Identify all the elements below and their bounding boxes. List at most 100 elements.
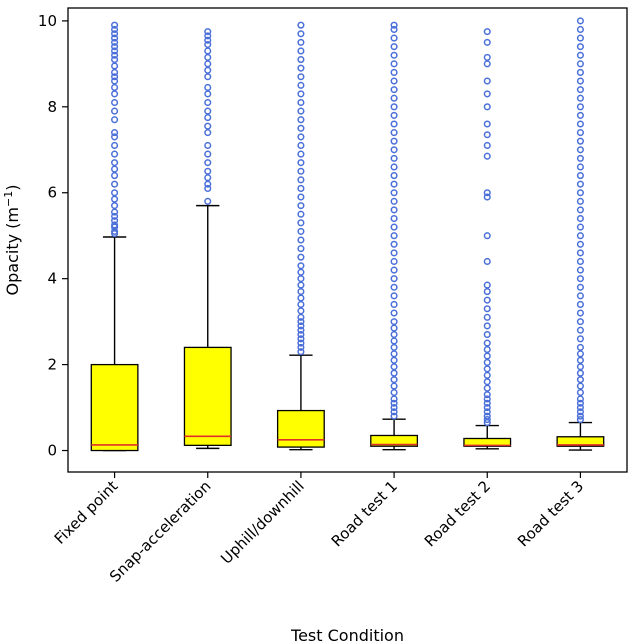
outlier-point [576, 232, 584, 240]
outlier-point [390, 172, 398, 180]
outlier-point [576, 34, 584, 42]
outlier-point [297, 262, 305, 270]
outlier-point [390, 318, 398, 326]
outlier-point [483, 60, 491, 68]
outlier-point [111, 98, 119, 107]
y-tick-label: 0 [47, 442, 57, 460]
outlier-point [576, 399, 584, 407]
outlier-point [483, 339, 491, 347]
outlier-point [111, 217, 119, 225]
outlier-point [576, 382, 584, 390]
outlier-point [576, 363, 584, 371]
outlier-point [390, 68, 398, 76]
outlier-point [297, 343, 305, 351]
outlier-point [111, 68, 119, 76]
outlier-point [483, 313, 491, 321]
outlier-point [390, 388, 398, 397]
outlier-point [390, 43, 398, 51]
outlier-point [297, 335, 305, 343]
outlier-point [390, 412, 398, 420]
outlier-point [483, 416, 491, 424]
outlier-point [204, 174, 212, 182]
outlier-point [111, 83, 119, 92]
outlier-point [483, 404, 491, 412]
outlier-point [483, 288, 491, 296]
outlier-point [297, 245, 305, 253]
outlier-point [483, 131, 491, 139]
outlier-point [576, 416, 584, 424]
outlier-point [576, 172, 584, 180]
outlier-point [483, 53, 491, 61]
outlier-point [111, 129, 119, 137]
outlier-point [297, 253, 305, 261]
outlier-point [390, 86, 398, 94]
outlier-point [111, 25, 119, 34]
outlier-point [297, 193, 305, 201]
outlier-point [576, 103, 584, 111]
outlier-point [390, 129, 398, 137]
outlier-point [204, 150, 212, 158]
outlier-point [297, 159, 305, 167]
outlier-point [297, 90, 305, 98]
outlier-point [483, 322, 491, 330]
outlier-point [390, 257, 398, 266]
outlier-point [483, 193, 491, 201]
outlier-point [483, 141, 491, 150]
outlier-point [390, 382, 398, 390]
outlier-point [111, 107, 119, 115]
outlier-point [483, 281, 491, 289]
box-group [183, 28, 232, 450]
outlier-point [576, 369, 584, 377]
outlier-point [483, 371, 491, 379]
outlier-point [390, 292, 398, 300]
outlier-point [576, 266, 584, 274]
outlier-point [483, 305, 491, 313]
outlier-point [297, 281, 305, 289]
outlier-point [111, 30, 119, 38]
y-tick-label: 2 [47, 356, 57, 374]
outlier-point [297, 73, 305, 81]
outlier-point [390, 232, 398, 240]
outlier-point [111, 34, 119, 42]
iqr-box [370, 434, 419, 447]
outlier-point [390, 94, 398, 102]
outlier-point [204, 53, 212, 61]
outlier-point [204, 40, 212, 49]
plot-area [90, 17, 605, 452]
outlier-point [297, 322, 305, 330]
outlier-point [576, 86, 584, 94]
outlier-point [390, 309, 398, 317]
outlier-point [297, 176, 305, 184]
x-tick-label: Road test 1 [328, 477, 401, 550]
iqr-box [183, 346, 232, 447]
box-group [276, 21, 325, 451]
outlier-point [576, 388, 584, 397]
box-group [556, 17, 605, 451]
outlier-point [576, 275, 584, 283]
outlier-point [483, 365, 491, 373]
outlier-point [390, 51, 398, 59]
outlier-point [297, 227, 305, 235]
outlier-point [297, 236, 305, 244]
y-axis-label: Opacity (m−1) [2, 185, 22, 296]
outlier-point [390, 275, 398, 283]
outlier-point [390, 146, 398, 154]
outlier-point [111, 195, 119, 203]
outlier-point [297, 307, 305, 315]
outlier-point [204, 47, 212, 55]
outlier-point [576, 335, 584, 343]
outlier-point [576, 356, 584, 364]
outlier-point [111, 51, 119, 59]
outlier-point [297, 326, 305, 334]
outlier-point [111, 227, 119, 235]
outlier-point [576, 206, 584, 214]
outlier-point [483, 408, 491, 416]
outlier-point [483, 103, 491, 111]
outlier-point [297, 141, 305, 150]
outlier-point [390, 214, 398, 223]
outlier-point [204, 180, 212, 188]
outlier-point [576, 283, 584, 291]
outlier-point [576, 60, 584, 68]
outlier-point [483, 120, 491, 128]
